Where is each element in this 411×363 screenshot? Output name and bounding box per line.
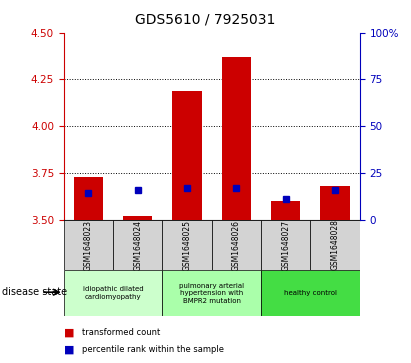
- Bar: [64, 270, 162, 316]
- Bar: [172, 91, 202, 220]
- Bar: [261, 220, 310, 270]
- Bar: [271, 201, 300, 220]
- Bar: [123, 216, 152, 220]
- Bar: [222, 57, 251, 220]
- Text: disease state: disease state: [2, 287, 67, 297]
- Text: GSM1648025: GSM1648025: [182, 220, 192, 270]
- Text: GDS5610 / 7925031: GDS5610 / 7925031: [135, 13, 276, 27]
- Bar: [261, 270, 360, 316]
- Text: percentile rank within the sample: percentile rank within the sample: [82, 345, 224, 354]
- Bar: [64, 220, 113, 270]
- Text: GSM1648026: GSM1648026: [232, 220, 241, 270]
- Bar: [162, 270, 261, 316]
- Text: GSM1648027: GSM1648027: [281, 220, 290, 270]
- Text: pulmonary arterial
hypertension with
BMPR2 mutation: pulmonary arterial hypertension with BMP…: [179, 283, 244, 303]
- Bar: [162, 220, 212, 270]
- Text: idiopathic dilated
cardiomyopathy: idiopathic dilated cardiomyopathy: [83, 286, 143, 300]
- Text: transformed count: transformed count: [82, 328, 160, 337]
- Bar: [212, 220, 261, 270]
- Bar: [74, 177, 103, 220]
- Bar: [310, 220, 360, 270]
- Text: healthy control: healthy control: [284, 290, 337, 296]
- Bar: [320, 186, 350, 220]
- Bar: [113, 220, 162, 270]
- Text: GSM1648028: GSM1648028: [330, 220, 339, 270]
- Text: ■: ■: [64, 327, 74, 337]
- Text: GSM1648024: GSM1648024: [133, 220, 142, 270]
- Text: ■: ■: [64, 344, 74, 354]
- Text: GSM1648023: GSM1648023: [84, 220, 93, 270]
